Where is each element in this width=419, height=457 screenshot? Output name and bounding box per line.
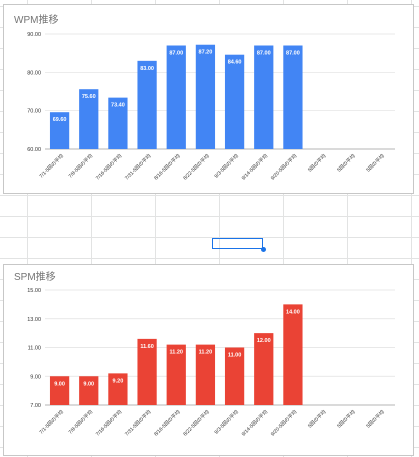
spm-y-tick-label: 7.00 (30, 403, 41, 409)
wpm-category-label: 9/3-5回の平均 (213, 152, 240, 179)
wpm-category-label: 7/8-5回の平均 (67, 152, 94, 179)
wpm-y-tick-label: 90.00 (27, 32, 41, 38)
wpm-y-tick-label: 70.00 (27, 109, 41, 115)
wpm-bar[interactable] (108, 97, 128, 149)
wpm-category-label: 9/14-5回の平均 (240, 152, 269, 181)
spm-category-label: 9/14-5回の平均 (240, 408, 269, 437)
wpm-category-label: 7/1-5回の平均 (38, 152, 65, 179)
wpm-category-label: 8/22-5回の平均 (182, 152, 211, 181)
wpm-bar[interactable] (195, 44, 216, 149)
wpm-data-label: 69.60 (53, 117, 67, 123)
spm-bar[interactable] (108, 373, 128, 405)
spm-data-label: 11.00 (228, 353, 241, 359)
spm-data-label: 9.00 (83, 381, 94, 387)
wpm-bar[interactable] (137, 60, 157, 150)
wpm-data-label: 87.20 (199, 50, 213, 56)
wpm-data-label: 75.60 (82, 94, 96, 100)
wpm-bar[interactable] (49, 112, 70, 149)
spm-category-label: 8/16-5回の平均 (153, 408, 182, 437)
wpm-bar[interactable] (79, 89, 99, 149)
spm-data-label: 11.20 (170, 350, 183, 356)
spm-category-label: 7/8-5回の平均 (67, 408, 94, 435)
wpm-category-label: 7/16-5回の平均 (94, 152, 123, 181)
fill-handle[interactable] (261, 247, 266, 252)
spm-category-label: 5回の平均 (306, 408, 327, 429)
spm-bar[interactable] (137, 338, 157, 405)
spm-category-label: 7/16-5回の平均 (94, 408, 123, 437)
wpm-chart-title: WPM推移 (14, 13, 58, 26)
spm-data-label: 12.00 (257, 338, 271, 344)
spm-bar[interactable] (254, 333, 274, 405)
spm-category-label: 5回の平均 (336, 408, 357, 429)
wpm-chart[interactable]: WPM推移 60.00 70.00 80.00 90.00 69.60 7/1-5回の平均… (3, 4, 414, 194)
spm-data-label: 11.60 (140, 344, 153, 350)
wpm-data-label: 87.00 (286, 51, 300, 57)
spm-bar[interactable] (79, 376, 99, 405)
selected-cell[interactable] (212, 238, 263, 249)
wpm-category-label: 9/20-5回の平均 (269, 152, 298, 181)
wpm-category-label: 5回の平均 (306, 152, 327, 173)
wpm-chart-svg: WPM推移 60.00 70.00 80.00 90.00 69.60 7/1-5回の平均… (14, 13, 395, 182)
spm-bar[interactable] (166, 344, 186, 405)
wpm-category-label: 5回の平均 (336, 152, 357, 173)
spm-y-tick-label: 13.00 (27, 317, 41, 323)
spm-category-label: 9/3-5回の平均 (213, 408, 240, 435)
spm-bar[interactable] (224, 347, 245, 406)
spm-chart-title: SPM推移 (14, 270, 56, 283)
wpm-data-label: 73.40 (111, 103, 125, 109)
wpm-bar[interactable] (166, 45, 186, 150)
spm-y-tick-label: 9.00 (30, 374, 41, 380)
wpm-y-tick-label: 60.00 (27, 147, 41, 153)
spm-bar[interactable] (49, 376, 70, 405)
wpm-category-label: 7/31-5回の平均 (123, 152, 152, 181)
wpm-category-label: 8/16-5回の平均 (153, 152, 182, 181)
spm-y-tick-label: 15.00 (27, 288, 41, 294)
spm-bar[interactable] (195, 344, 216, 405)
wpm-data-label: 84.60 (228, 60, 242, 66)
spm-chart-svg: SPM推移 7.00 9.00 11.00 13.00 15.00 9.00 7/1-5回の… (14, 270, 395, 438)
spm-data-label: 9.00 (54, 381, 65, 387)
wpm-bar[interactable] (224, 54, 245, 150)
spm-y-tick-label: 11.00 (28, 346, 41, 352)
spm-bar[interactable] (283, 304, 303, 405)
wpm-y-tick-label: 80.00 (27, 70, 41, 76)
wpm-category-label: 5回の平均 (365, 152, 386, 173)
wpm-data-label: 83.00 (140, 66, 154, 72)
spm-category-label: 8/22-5回の平均 (182, 408, 211, 437)
spm-category-label: 5回の平均 (365, 408, 386, 429)
wpm-bar[interactable] (254, 45, 274, 150)
spm-data-label: 9.20 (113, 378, 124, 384)
wpm-bar[interactable] (283, 45, 303, 150)
wpm-data-label: 87.00 (257, 51, 271, 57)
wpm-data-label: 87.00 (169, 51, 183, 57)
spm-data-label: 14.00 (286, 309, 300, 315)
spm-category-label: 7/1-5回の平均 (38, 408, 65, 435)
spm-data-label: 11.20 (199, 350, 212, 356)
spm-category-label: 7/31-5回の平均 (123, 408, 152, 437)
spm-category-label: 9/20-5回の平均 (269, 408, 298, 437)
spm-chart[interactable]: SPM推移 7.00 9.00 11.00 13.00 15.00 9.00 7/1-5回の… (3, 264, 414, 456)
